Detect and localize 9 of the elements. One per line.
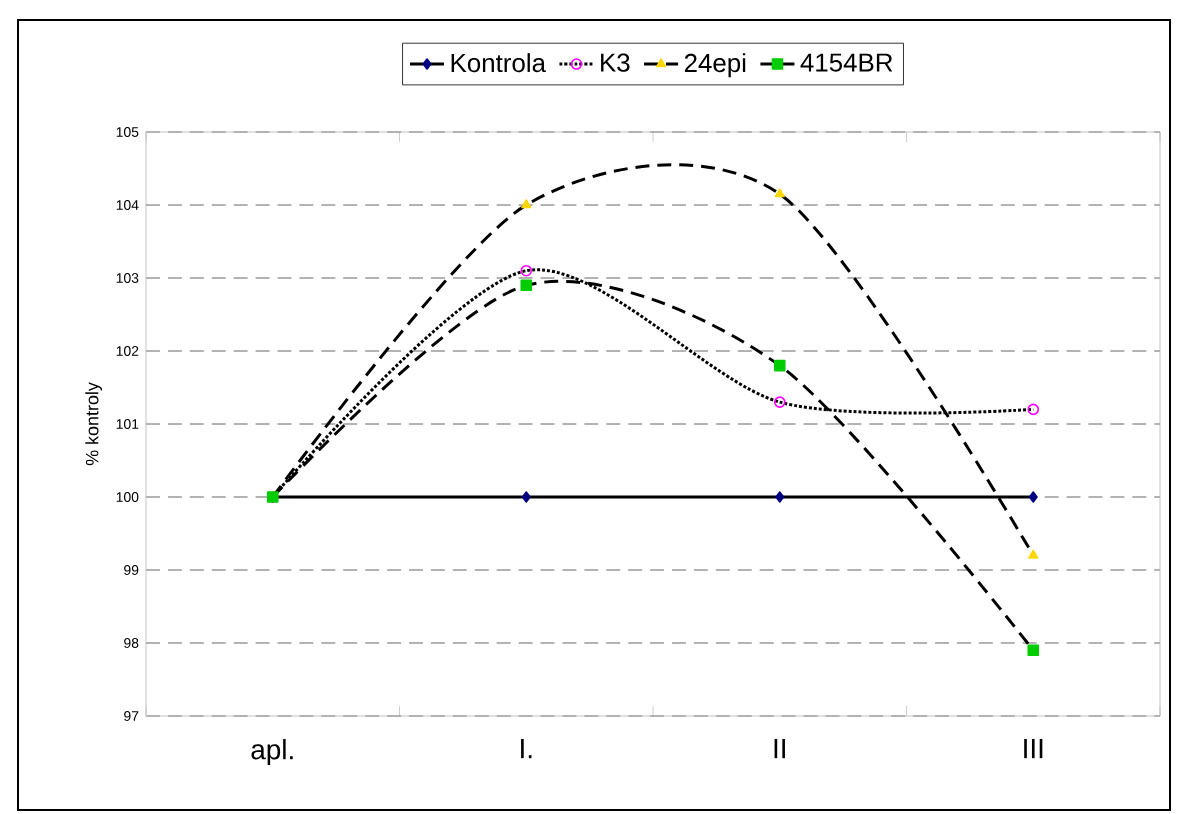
legend-label: 24epi xyxy=(684,53,746,78)
x-tick-label: I. xyxy=(521,738,532,759)
x-tick-label: III xyxy=(1024,738,1043,759)
x-tick-label: apl. xyxy=(251,738,293,765)
legend-label: 4154BR xyxy=(800,53,893,72)
legend-label: K3 xyxy=(601,53,630,72)
y-axis-title: % kontroly xyxy=(85,382,103,466)
legend-label: Kontrola xyxy=(451,53,546,73)
x-tick-label: II xyxy=(774,738,785,759)
